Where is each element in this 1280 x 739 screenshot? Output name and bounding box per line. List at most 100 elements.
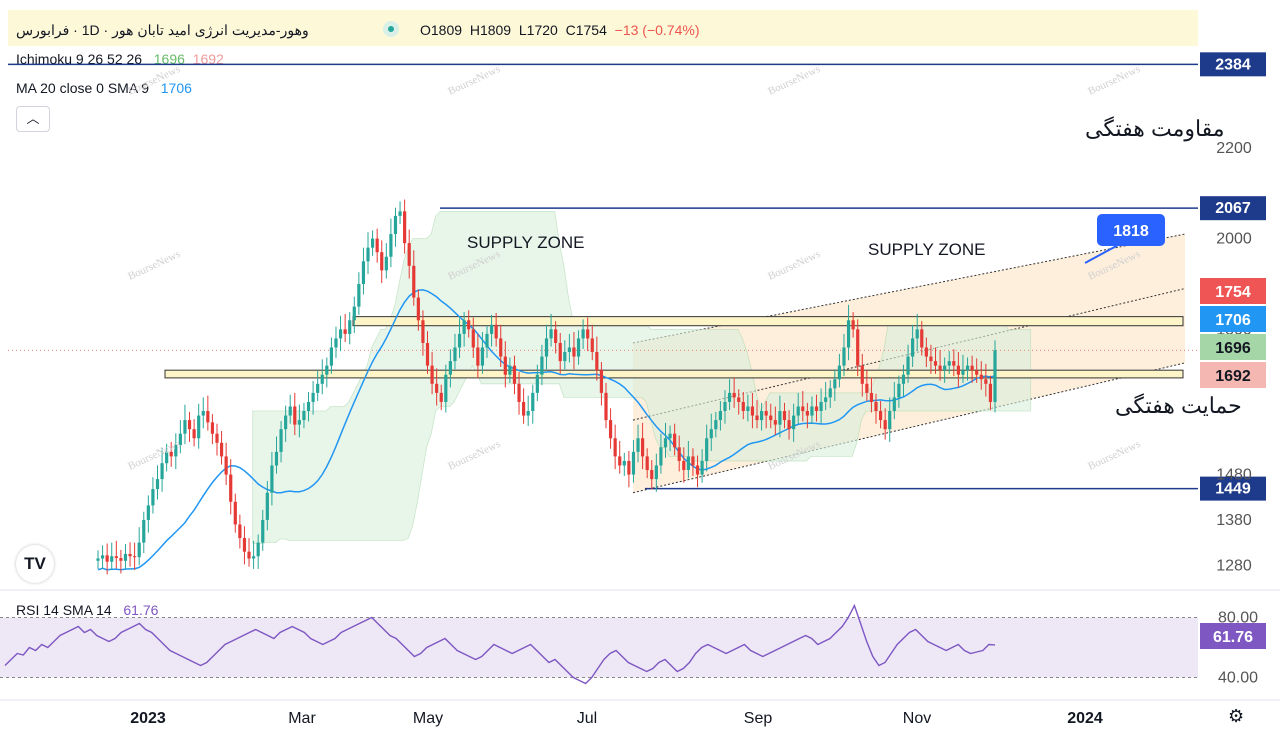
ohlc-values: O1809 H1809 L1720 C1754 −13 (−0.74%) [420, 22, 699, 38]
candle [773, 406, 777, 436]
candle-body [842, 347, 846, 366]
candle [384, 243, 388, 279]
candle [361, 247, 366, 295]
candle [370, 230, 375, 256]
candle-body [316, 383, 320, 393]
candle [627, 450, 631, 488]
candle-body [641, 438, 645, 457]
candle-body [650, 470, 654, 480]
candle [686, 440, 690, 479]
candle [293, 392, 297, 436]
candle-body [993, 350, 997, 402]
x-tick: Nov [903, 710, 931, 727]
symbol-title[interactable]: وهور-مدیریت انرژی امید تابان هور · 1D · … [16, 22, 309, 38]
candle-body [970, 365, 974, 371]
candle-body [224, 456, 228, 475]
candle [824, 381, 828, 411]
low-value: L1720 [518, 22, 558, 38]
candle-body [96, 558, 100, 561]
candle-body [727, 392, 732, 402]
candle-body [750, 406, 755, 416]
ma-legend[interactable]: MA 20 close 0 SMA 9 1706 [16, 80, 192, 96]
candle-body [453, 347, 457, 362]
candle [650, 460, 654, 490]
candle [947, 351, 951, 374]
candle-body [489, 324, 494, 334]
candle-body [732, 392, 736, 398]
candle-body [160, 463, 164, 480]
candle [979, 361, 983, 390]
candle [210, 414, 215, 445]
candle [201, 397, 205, 429]
candle-body [178, 433, 182, 446]
candle-body [407, 243, 411, 266]
candle-body [979, 374, 983, 380]
candle [572, 332, 576, 370]
candle-body [769, 415, 773, 421]
candle [929, 344, 933, 374]
ichimoku-label: Ichimoku 9 26 52 26 [16, 51, 143, 67]
candle-body [746, 406, 750, 412]
candle-body [494, 324, 498, 339]
candle-body [819, 401, 823, 412]
candle-body [311, 392, 315, 402]
candle [288, 394, 292, 424]
rsi-line [4, 603, 996, 685]
candle-body [499, 338, 503, 357]
candle [343, 313, 347, 343]
candle [119, 549, 123, 574]
watermark: BourseNews [446, 63, 502, 98]
candle-body [764, 411, 768, 416]
candle [499, 324, 503, 368]
candle [270, 451, 274, 506]
watermark: BourseNews [1086, 438, 1142, 473]
candle-body [412, 265, 416, 298]
candle [586, 317, 590, 352]
candle [718, 401, 723, 431]
candle-body [142, 519, 146, 543]
candle-body [599, 370, 604, 393]
x-tick: 2024 [1067, 710, 1103, 727]
candle [933, 347, 938, 374]
candle [659, 433, 663, 474]
candle [320, 359, 324, 395]
candle-body [691, 456, 695, 466]
candle-body [169, 451, 173, 457]
price-tag-text-1754: 1754 [1215, 284, 1251, 301]
candle [860, 353, 864, 397]
candle-body [526, 411, 530, 416]
rsi-legend[interactable]: RSI 14 SMA 14 61.76 [16, 602, 158, 618]
candle-body [654, 465, 658, 480]
candle [375, 228, 379, 263]
candle-body [590, 338, 594, 353]
candle-body [888, 411, 892, 430]
candle-body [462, 320, 466, 334]
candle [677, 435, 681, 472]
weekly-support-label: حمایت هفتگی [1115, 393, 1242, 418]
candle-body [915, 329, 919, 339]
collapse-chevron-icon[interactable]: ︿ [16, 106, 50, 132]
candle [984, 363, 988, 397]
candle [242, 526, 247, 565]
candle [471, 317, 475, 358]
candle-body [952, 361, 956, 366]
candle-body [110, 556, 114, 562]
candle [96, 550, 100, 569]
ichimoku-legend[interactable]: Ichimoku 9 26 52 26 1696 1692 [16, 51, 224, 67]
candle [636, 424, 640, 463]
ma-line [97, 289, 996, 571]
ma-label: MA 20 close 0 SMA 9 [16, 80, 150, 96]
candle-body [279, 429, 283, 452]
candle [778, 395, 782, 438]
candle [489, 314, 494, 347]
tradingview-logo-icon[interactable]: TV [16, 545, 54, 583]
supply-zone-label-2: SUPPLY ZONE [868, 240, 985, 259]
candle-body [851, 320, 855, 330]
gear-icon[interactable]: ⚙ [1228, 706, 1245, 726]
candle [837, 353, 841, 388]
candle-body [444, 374, 448, 402]
candle [430, 352, 434, 395]
candle [792, 403, 796, 442]
candle-body [293, 406, 297, 425]
